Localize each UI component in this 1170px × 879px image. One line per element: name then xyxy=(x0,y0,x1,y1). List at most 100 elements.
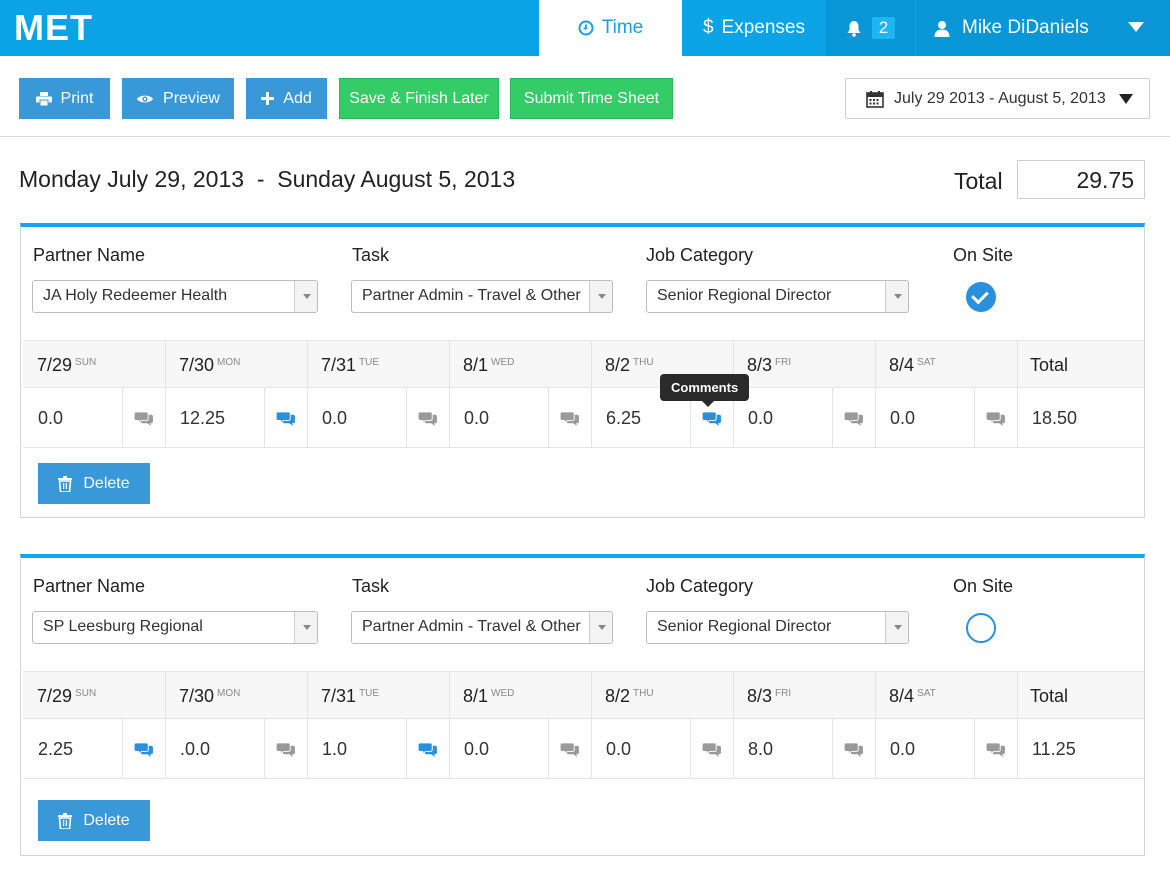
day-date: 7/30 xyxy=(179,686,215,706)
app-logo[interactable]: MET xyxy=(14,7,93,48)
delete-entry-button[interactable]: Delete xyxy=(38,800,150,841)
hours-input[interactable]: 6.25 xyxy=(606,408,642,428)
comments-icon[interactable] xyxy=(417,411,439,427)
nav-tab-time[interactable]: Time xyxy=(539,0,682,56)
hours-input[interactable]: 0.0 xyxy=(464,739,490,759)
toolbar: Print Preview Add Save & Finish Later Su… xyxy=(0,56,1170,137)
chevron-down-icon xyxy=(1119,94,1133,104)
cell-divider xyxy=(548,388,549,447)
day-header: 7/31 TUE xyxy=(321,686,379,707)
comments-icon[interactable] xyxy=(559,411,581,427)
day-header: 7/30 MON xyxy=(179,355,240,376)
cell-divider xyxy=(974,719,975,778)
user-menu[interactable]: Mike DiDaniels xyxy=(916,0,1170,56)
partner-name-select[interactable]: JA Holy Redeemer Health xyxy=(32,280,318,313)
day-date: 8/4 xyxy=(889,686,915,706)
hours-input[interactable]: 0.0 xyxy=(748,408,774,428)
hours-input[interactable]: 0.0 xyxy=(890,408,916,428)
date-range-value: July 29 2013 - August 5, 2013 xyxy=(894,89,1106,107)
hours-input[interactable]: 8.0 xyxy=(748,739,774,759)
column-divider xyxy=(307,388,308,447)
cell-divider xyxy=(122,719,123,778)
day-of-week: FRI xyxy=(775,688,792,699)
comments-icon[interactable] xyxy=(701,742,723,758)
comments-active-icon[interactable] xyxy=(275,411,297,427)
comments-icon[interactable] xyxy=(985,742,1007,758)
cell-divider xyxy=(690,388,691,447)
hours-input[interactable]: 1.0 xyxy=(322,739,348,759)
print-button[interactable]: Print xyxy=(19,78,110,119)
job-category-label: Job Category xyxy=(646,245,754,265)
column-divider xyxy=(1017,672,1018,718)
date-range-select[interactable]: July 29 2013 - August 5, 2013 xyxy=(845,78,1150,119)
hours-input[interactable]: .0.0 xyxy=(180,739,211,759)
total-column-header: Total xyxy=(1030,355,1069,375)
comments-tooltip: Comments xyxy=(660,374,750,407)
hours-input[interactable]: 0.0 xyxy=(606,739,632,759)
task-select[interactable]: Partner Admin - Travel & Other xyxy=(351,280,613,313)
hours-input[interactable]: 0.0 xyxy=(890,739,916,759)
cell-divider xyxy=(548,719,549,778)
task-value: Partner Admin - Travel & Other xyxy=(362,287,581,304)
cell-divider xyxy=(122,388,123,447)
column-divider xyxy=(165,388,166,447)
job-category-select[interactable]: Senior Regional Director xyxy=(646,611,909,644)
cell-divider xyxy=(832,719,833,778)
task-select[interactable]: Partner Admin - Travel & Other xyxy=(351,611,613,644)
column-divider xyxy=(1017,341,1018,387)
hours-input[interactable]: 0.0 xyxy=(38,408,64,428)
hours-grid-header: 7/29 SUN 7/30 MON 7/31 TUE 8/1 WED 8/2 THU 8/3 FRI 8… xyxy=(23,671,1144,719)
cell-divider xyxy=(406,719,407,778)
column-divider xyxy=(591,388,592,447)
on-site-checkbox-unchecked[interactable] xyxy=(966,613,996,643)
day-header: 8/2 THU xyxy=(605,355,654,376)
nav-tab-time-label: Time xyxy=(601,17,644,38)
delete-entry-button[interactable]: Delete xyxy=(38,463,150,504)
day-date: 7/31 xyxy=(321,686,357,706)
delete-button-label: Delete xyxy=(83,811,130,829)
hours-input[interactable]: 0.0 xyxy=(464,408,490,428)
nav-tab-expenses[interactable]: $ Expenses xyxy=(682,0,826,56)
hours-input[interactable]: 2.25 xyxy=(38,739,74,759)
bell-icon xyxy=(847,20,861,37)
comments-icon[interactable] xyxy=(275,742,297,758)
preview-button[interactable]: Preview xyxy=(122,78,234,119)
day-header: 8/4 SAT xyxy=(889,686,936,707)
column-divider xyxy=(1017,388,1018,447)
comments-active-icon[interactable] xyxy=(133,742,155,758)
day-of-week: MON xyxy=(217,688,241,699)
chevron-down-icon xyxy=(885,612,908,643)
add-button[interactable]: Add xyxy=(246,78,327,119)
delete-button-label: Delete xyxy=(83,474,130,492)
chevron-down-icon xyxy=(589,612,612,643)
submit-time-sheet-button[interactable]: Submit Time Sheet xyxy=(510,78,673,119)
day-date: 7/29 xyxy=(37,355,73,375)
job-category-value: Senior Regional Director xyxy=(657,618,832,635)
notifications-button[interactable]: 2 xyxy=(826,0,915,56)
job-category-select[interactable]: Senior Regional Director xyxy=(646,280,909,313)
hours-input[interactable]: 0.0 xyxy=(322,408,348,428)
printer-icon xyxy=(35,91,52,106)
comments-icon[interactable] xyxy=(843,742,865,758)
partner-name-select[interactable]: SP Leesburg Regional xyxy=(32,611,318,644)
column-divider xyxy=(449,388,450,447)
comments-icon[interactable] xyxy=(133,411,155,427)
grand-total-value: 29.75 xyxy=(1017,160,1145,199)
save-finish-later-label: Save & Finish Later xyxy=(349,89,489,107)
cell-divider xyxy=(264,388,265,447)
chevron-down-icon xyxy=(885,281,908,312)
comments-icon[interactable] xyxy=(843,411,865,427)
column-divider xyxy=(591,341,592,387)
save-finish-later-button[interactable]: Save & Finish Later xyxy=(339,78,499,119)
comments-active-icon[interactable] xyxy=(417,742,439,758)
preview-button-label: Preview xyxy=(163,89,220,107)
cell-divider xyxy=(406,388,407,447)
comments-active-icon[interactable] xyxy=(701,411,723,427)
hours-input[interactable]: 12.25 xyxy=(180,408,226,428)
comments-icon[interactable] xyxy=(985,411,1007,427)
on-site-checkbox-checked[interactable] xyxy=(966,282,996,312)
day-of-week: WED xyxy=(491,688,515,699)
comments-icon[interactable] xyxy=(559,742,581,758)
day-date: 8/1 xyxy=(463,686,489,706)
day-header: 8/1 WED xyxy=(463,686,514,707)
